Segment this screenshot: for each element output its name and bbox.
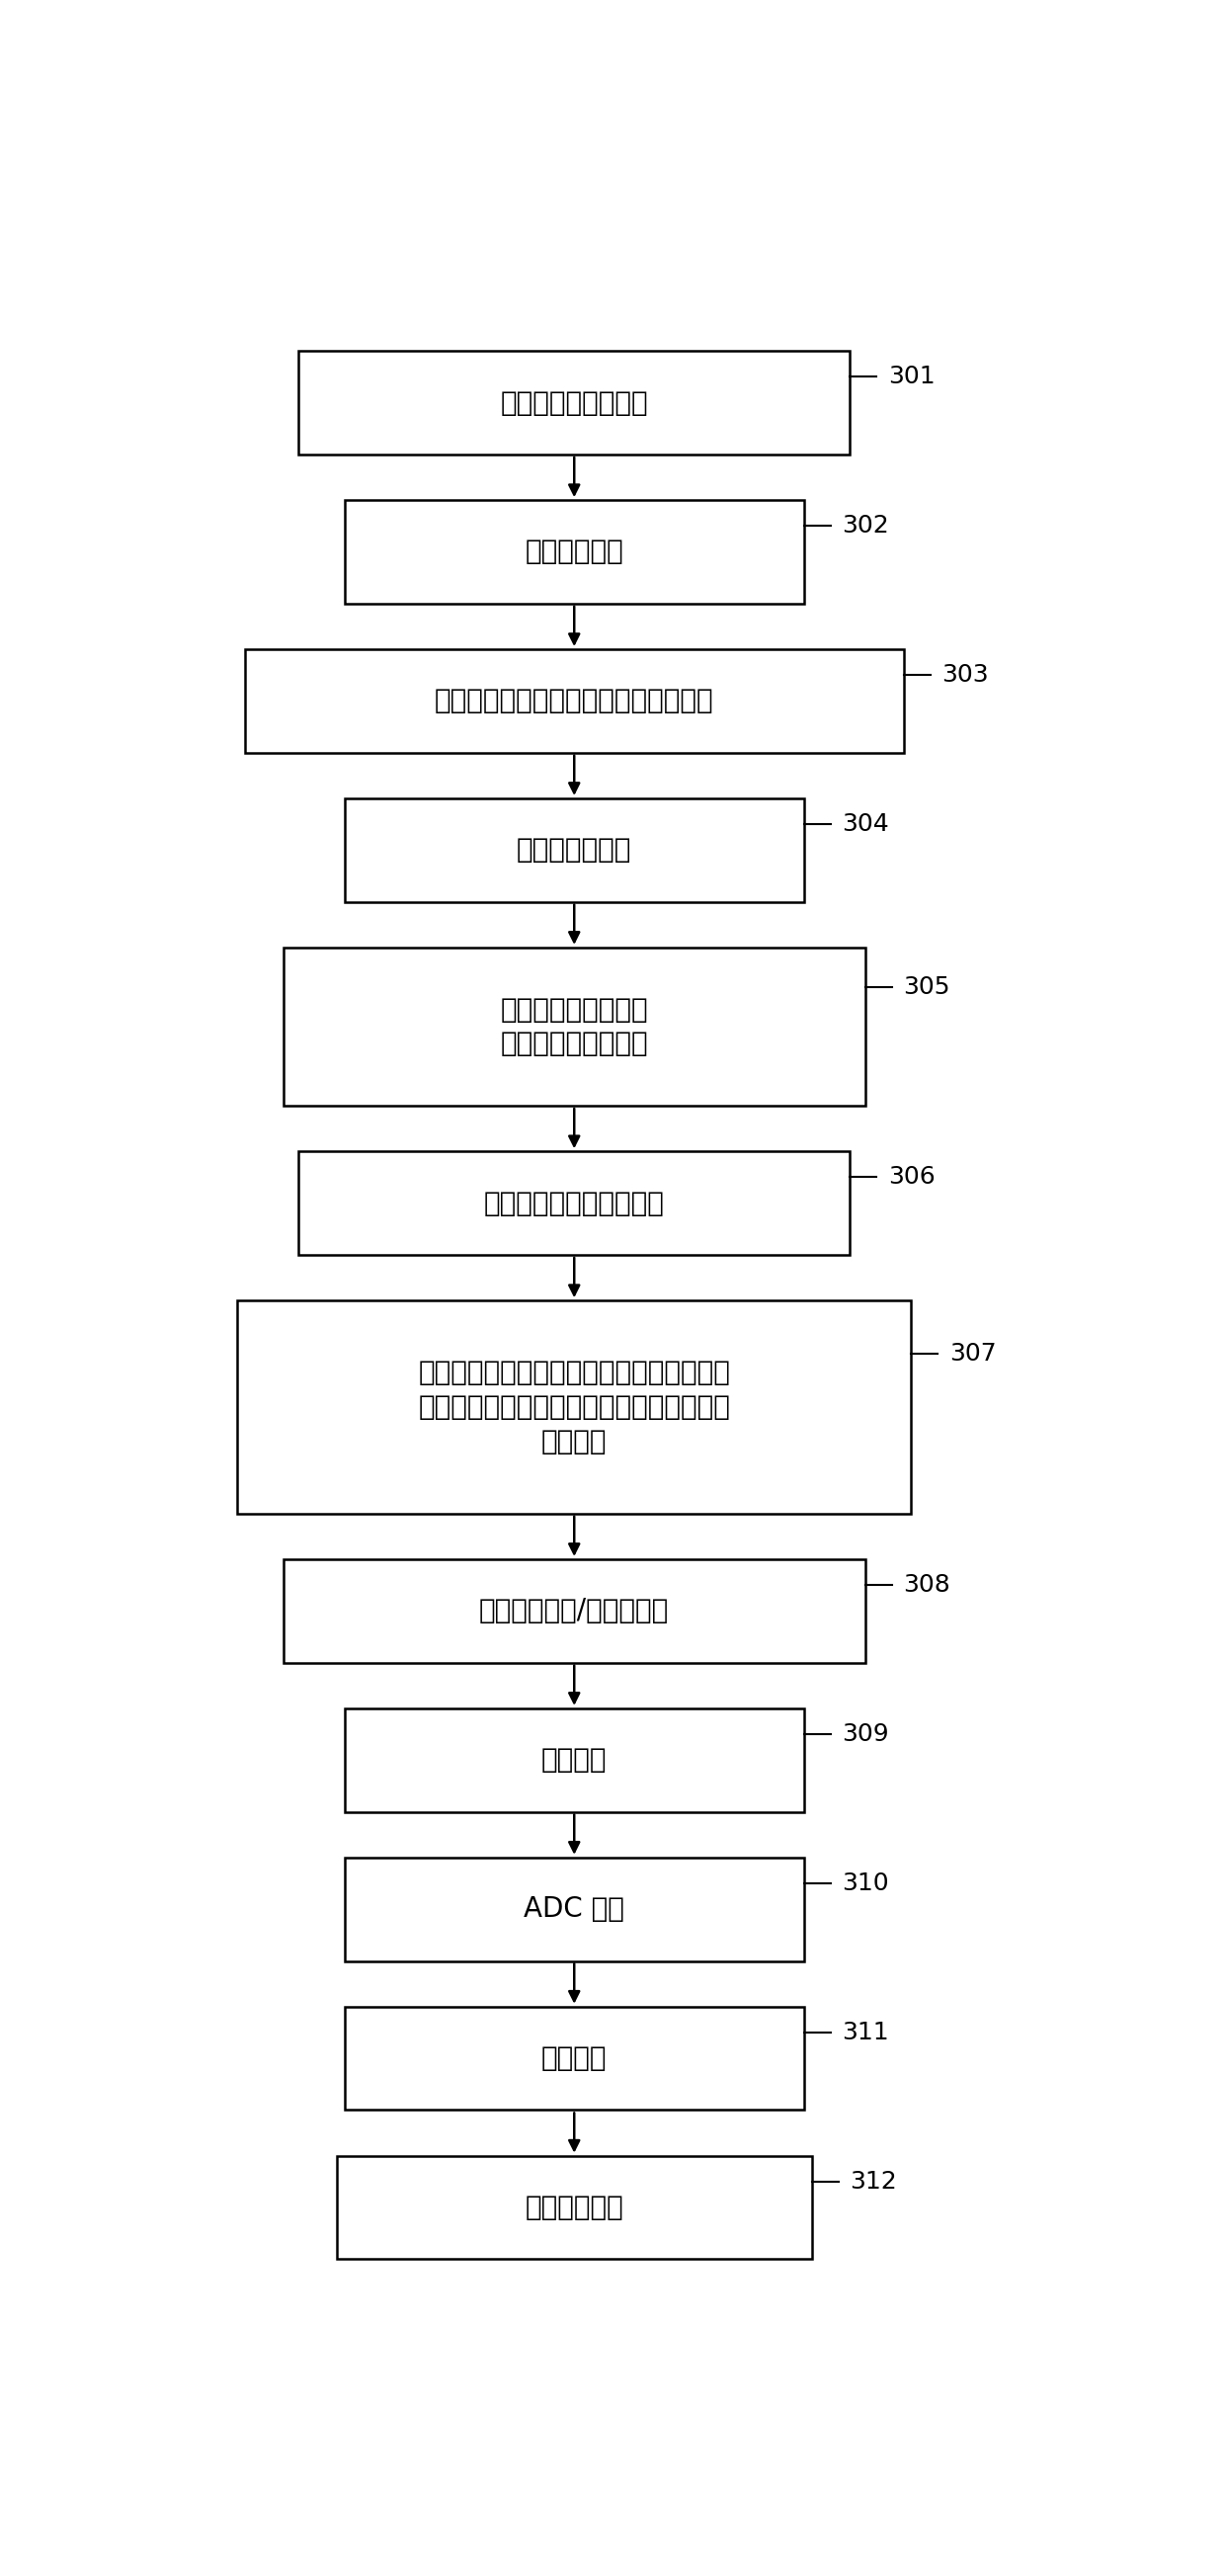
Bar: [344, 1708, 804, 1811]
Text: ADC 处理: ADC 处理: [524, 1896, 625, 1924]
Text: 304: 304: [843, 811, 889, 837]
Text: 建立探头数据库: 建立探头数据库: [517, 837, 632, 863]
Text: 301: 301: [888, 366, 935, 389]
Text: 从探头数据库中调用对应的探头数据文件和
相应的探头驱动参数文件到获取与输出超声
图像单元: 从探头数据库中调用对应的探头数据文件和 相应的探头驱动参数文件到获取与输出超声 …: [418, 1360, 730, 1455]
Text: 312: 312: [850, 2169, 897, 2192]
Bar: [283, 1558, 865, 1662]
Bar: [344, 500, 804, 603]
Text: 307: 307: [949, 1342, 996, 1365]
Text: 308: 308: [904, 1574, 951, 1597]
Text: 获取超声探头的识别信息: 获取超声探头的识别信息: [484, 1190, 664, 1216]
Bar: [344, 799, 804, 902]
Bar: [283, 948, 865, 1105]
Text: 310: 310: [843, 1870, 889, 1896]
Text: 进入自定义探头界面: 进入自定义探头界面: [500, 389, 648, 417]
Text: 检测到超声探头接入
超声诊断设备主部件: 检测到超声探头接入 超声诊断设备主部件: [500, 997, 648, 1059]
Bar: [299, 1151, 850, 1255]
Text: 309: 309: [843, 1723, 889, 1747]
Bar: [245, 649, 904, 752]
Bar: [337, 2156, 811, 2259]
Bar: [344, 2007, 804, 2110]
Text: 302: 302: [843, 515, 889, 538]
Text: 303: 303: [942, 662, 989, 688]
Text: 305: 305: [904, 976, 951, 999]
Text: 接收探头参数: 接收探头参数: [526, 538, 624, 567]
Bar: [299, 350, 850, 453]
Text: 306: 306: [888, 1164, 936, 1190]
Text: 处理成像: 处理成像: [541, 2045, 608, 2071]
Bar: [344, 1857, 804, 1960]
Text: 显示超声图像: 显示超声图像: [526, 2195, 624, 2221]
Text: 311: 311: [843, 2020, 889, 2045]
Text: 超声探头发射/接收超声波: 超声探头发射/接收超声波: [479, 1597, 669, 1625]
Bar: [238, 1301, 911, 1515]
Text: 信号放大: 信号放大: [541, 1747, 608, 1775]
Text: 生成探头数据文件和探头驱动参数文件: 生成探头数据文件和探头驱动参数文件: [435, 688, 714, 714]
